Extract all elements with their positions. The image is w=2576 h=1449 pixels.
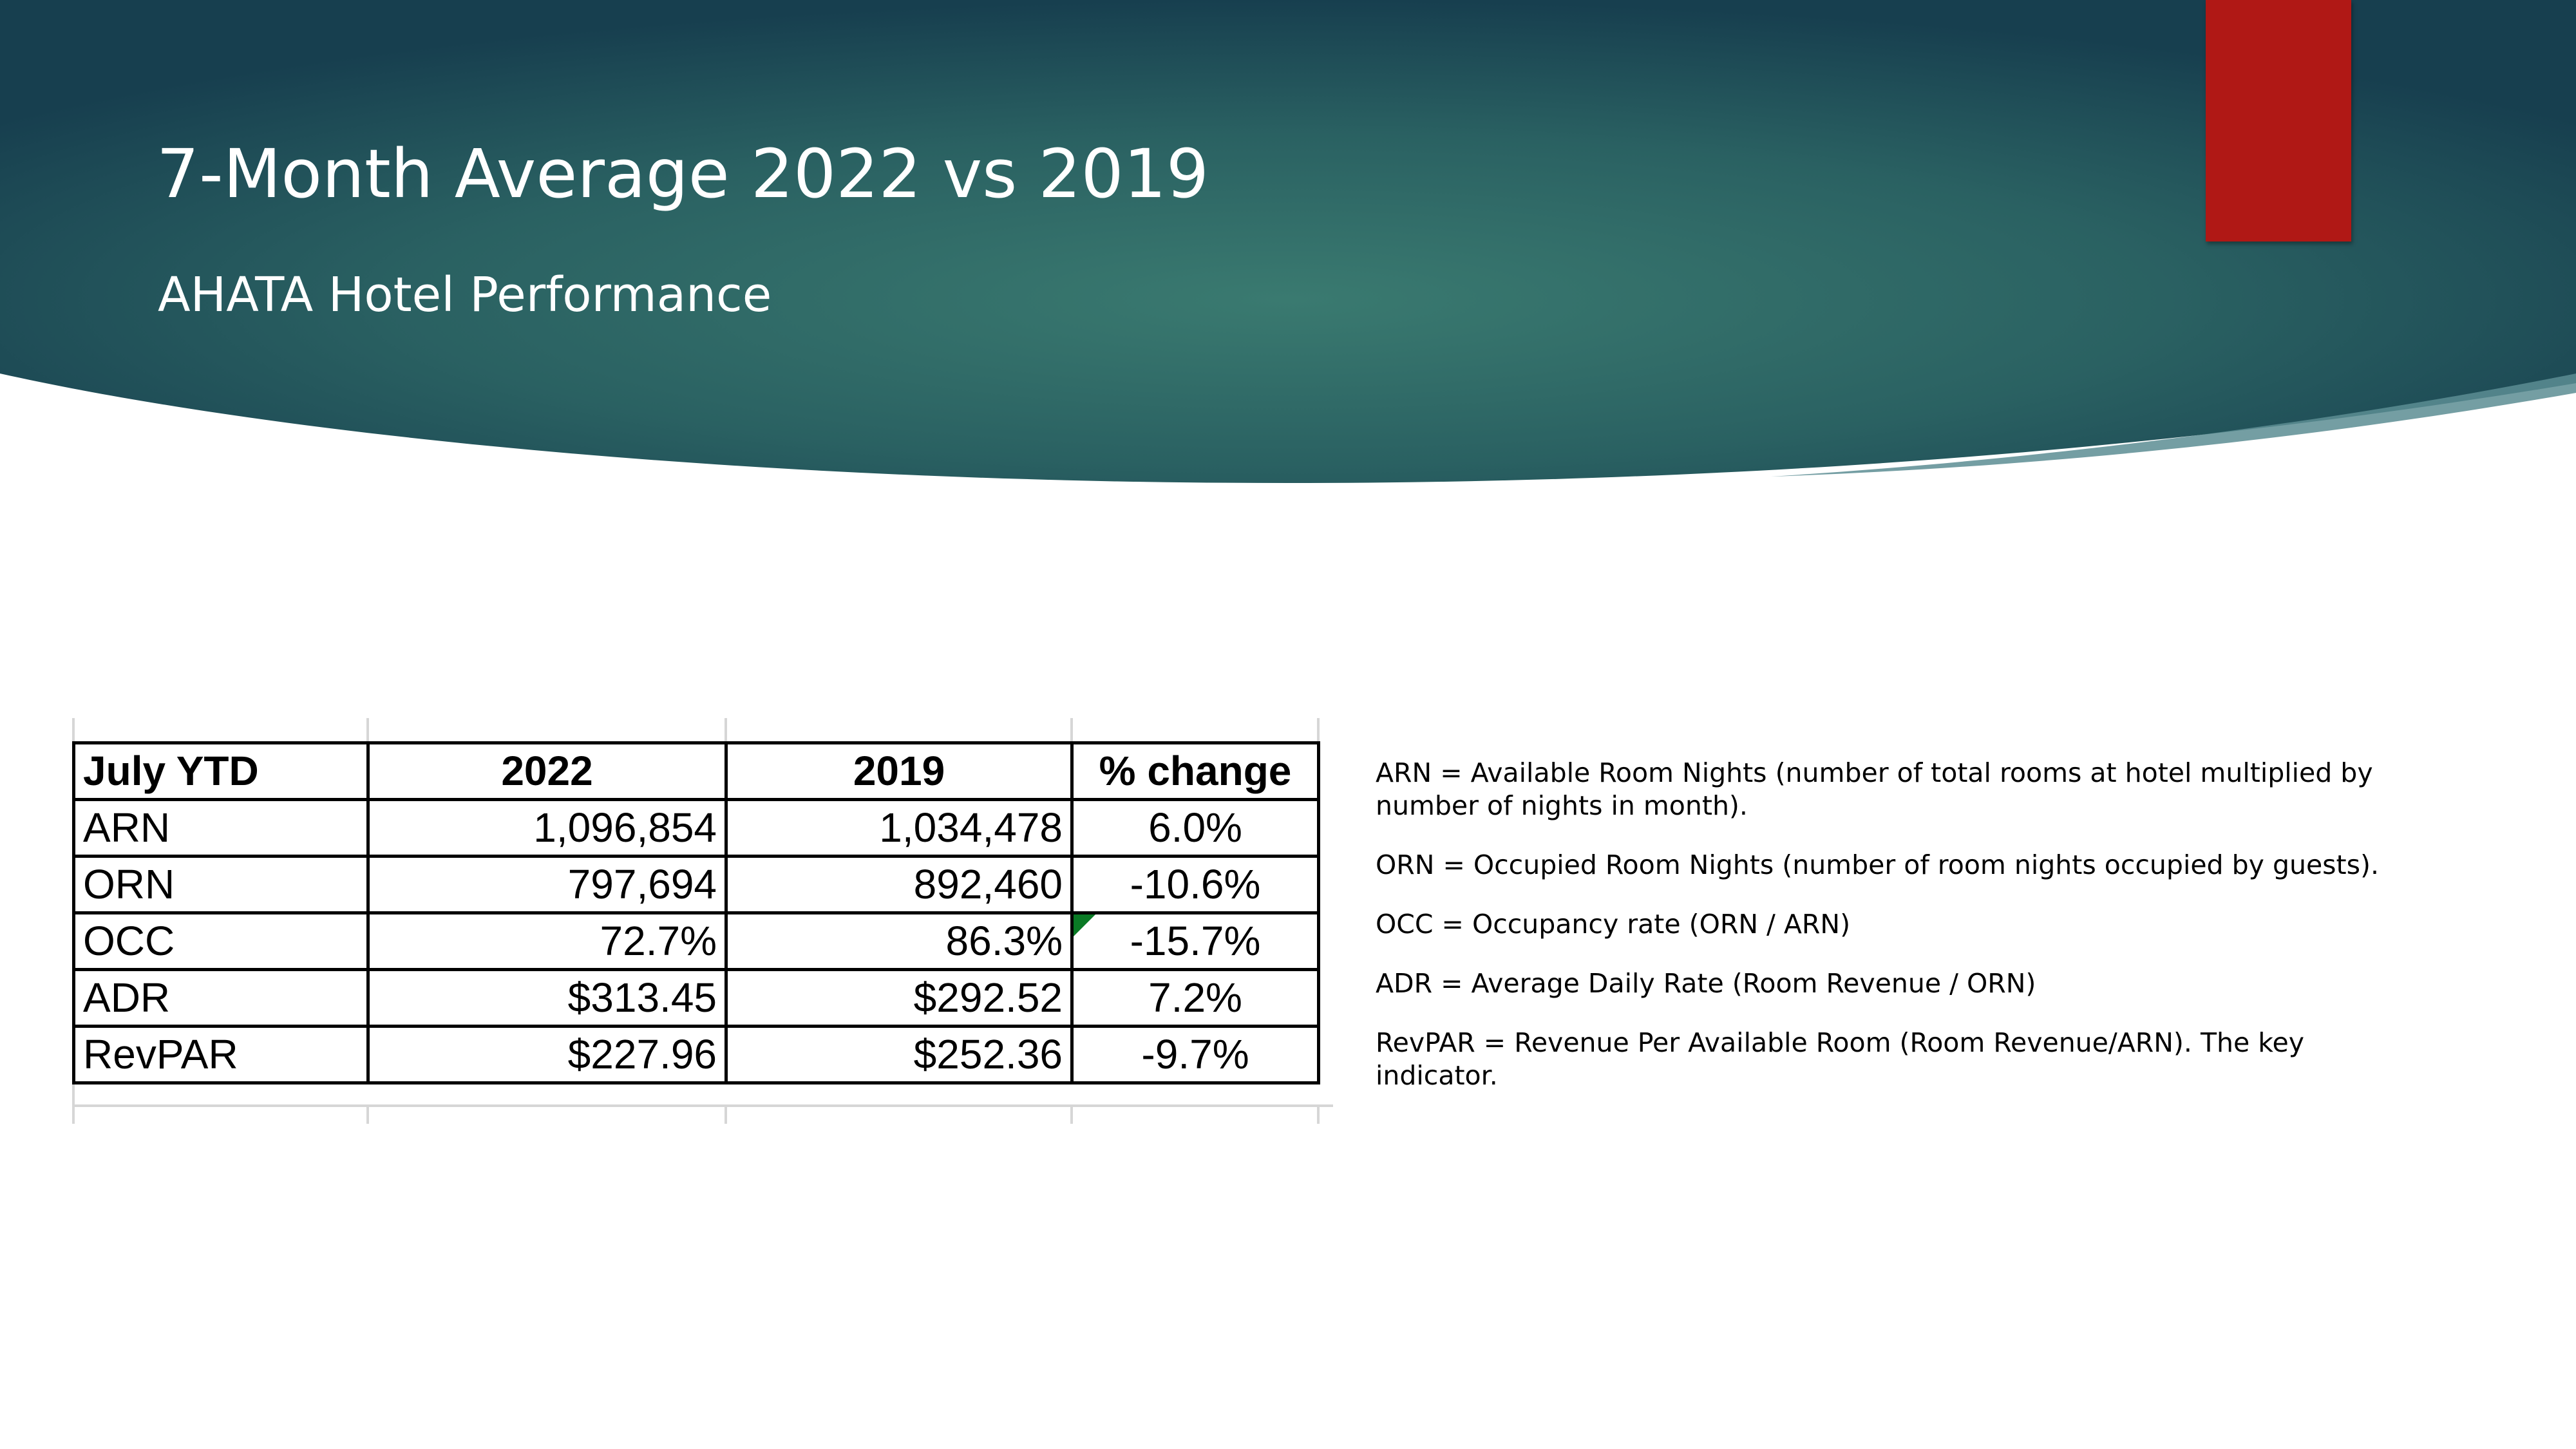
header-cell-2019: 2019: [724, 741, 1074, 801]
metric-cell: ADR: [72, 968, 370, 1028]
header-banner: [0, 0, 2576, 483]
table-header-row: July YTD 2022 2019 % change: [72, 741, 1320, 801]
table-row: RevPAR $227.96 $252.36 -9.7%: [72, 1025, 1320, 1084]
metric-cell: ARN: [72, 798, 370, 858]
table-row: ARN 1,096,854 1,034,478 6.0%: [72, 798, 1320, 858]
performance-table-frame: July YTD 2022 2019 % change ARN 1,096,85…: [72, 718, 1333, 1124]
value-2019-cell: $292.52: [724, 968, 1074, 1028]
value-2022-cell: $227.96: [366, 1025, 728, 1084]
slide-subtitle: AHATA Hotel Performance: [158, 267, 772, 323]
grid-line: [1317, 718, 1320, 741]
value-2019-cell: 1,034,478: [724, 798, 1074, 858]
performance-table: July YTD 2022 2019 % change ARN 1,096,85…: [72, 741, 1320, 1084]
value-2022-cell: 72.7%: [366, 911, 728, 971]
metric-cell: RevPAR: [72, 1025, 370, 1084]
grid-line: [366, 1104, 369, 1124]
definition-arn: ARN = Available Room Nights (number of t…: [1376, 757, 2373, 821]
metric-cell: ORN: [72, 855, 370, 914]
definition-orn: ORN = Occupied Room Nights (number of ro…: [1376, 849, 2379, 880]
value-2019-cell: 892,460: [724, 855, 1074, 914]
slide-title: 7-Month Average 2022 vs 2019: [156, 135, 1209, 213]
change-cell: -15.7%: [1070, 911, 1320, 971]
grid-line: [1070, 718, 1073, 741]
metric-cell: OCC: [72, 911, 370, 971]
change-value: -15.7%: [1130, 918, 1261, 964]
change-cell: 6.0%: [1070, 798, 1320, 858]
grid-line: [724, 1104, 727, 1124]
definition-adr: ADR = Average Daily Rate (Room Revenue /…: [1376, 968, 2036, 999]
change-cell: 7.2%: [1070, 968, 1320, 1028]
header-cell-change: % change: [1070, 741, 1320, 801]
grid-line: [72, 1104, 1333, 1107]
accent-bar: [2206, 0, 2351, 242]
value-2019-cell: $252.36: [724, 1025, 1074, 1084]
value-2022-cell: 797,694: [366, 855, 728, 914]
table-row: OCC 72.7% 86.3% -15.7%: [72, 911, 1320, 971]
table-row: ADR $313.45 $292.52 7.2%: [72, 968, 1320, 1028]
header-shape: [0, 0, 2576, 483]
grid-line: [366, 718, 369, 741]
comment-marker-icon: [1074, 914, 1095, 936]
definition-revpar: RevPAR = Revenue Per Available Room (Roo…: [1376, 1027, 2305, 1091]
grid-line: [1070, 1104, 1073, 1124]
definitions-list: ARN = Available Room Nights (number of t…: [1376, 757, 2432, 1119]
table-row: ORN 797,694 892,460 -10.6%: [72, 855, 1320, 914]
value-2022-cell: 1,096,854: [366, 798, 728, 858]
header-cell-2022: 2022: [366, 741, 728, 801]
header-cell-period: July YTD: [72, 741, 370, 801]
change-cell: -10.6%: [1070, 855, 1320, 914]
definition-occ: OCC = Occupancy rate (ORN / ARN): [1376, 909, 1851, 940]
value-2022-cell: $313.45: [366, 968, 728, 1028]
value-2019-cell: 86.3%: [724, 911, 1074, 971]
grid-line: [1317, 1104, 1320, 1124]
grid-line: [724, 718, 727, 741]
change-cell: -9.7%: [1070, 1025, 1320, 1084]
